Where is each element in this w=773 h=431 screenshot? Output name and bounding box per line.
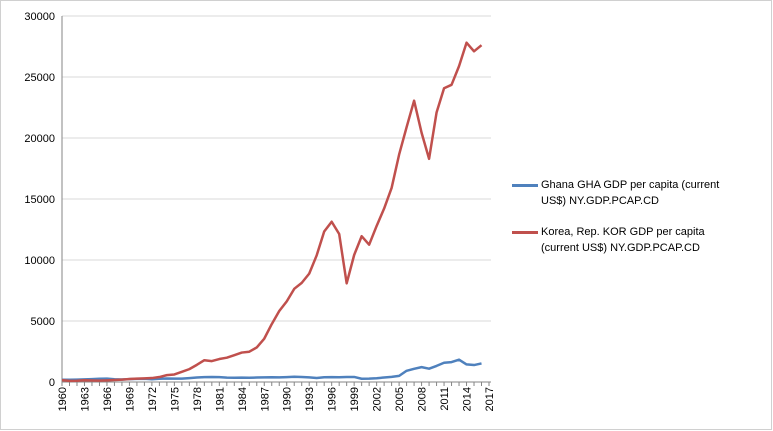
legend-label: Ghana GHA GDP per capita (current US$) N… bbox=[541, 179, 720, 207]
legend-item: Ghana GHA GDP per capita (current US$) N… bbox=[512, 177, 742, 209]
y-tick-label: 20000 bbox=[24, 133, 55, 145]
x-tick-label: 1984 bbox=[237, 387, 249, 411]
x-tick-label: 1969 bbox=[124, 387, 136, 411]
x-tick-label: 1966 bbox=[102, 387, 114, 411]
legend-label: Korea, Rep. KOR GDP per capita (current … bbox=[541, 226, 705, 254]
y-tick-label: 30000 bbox=[24, 11, 55, 23]
x-tick-label: 1963 bbox=[79, 387, 91, 411]
x-tick-label: 1999 bbox=[349, 387, 361, 411]
x-tick-label: 2017 bbox=[484, 387, 496, 411]
x-tick-label: 1978 bbox=[192, 387, 204, 411]
x-tick-label: 1990 bbox=[282, 387, 294, 411]
x-tick-label: 1996 bbox=[327, 387, 339, 411]
x-tick-label: 2011 bbox=[439, 387, 451, 411]
x-tick-label: 1993 bbox=[304, 387, 316, 411]
x-tick-label: 2014 bbox=[462, 387, 474, 411]
y-tick-label: 0 bbox=[49, 377, 55, 389]
legend-swatch bbox=[512, 184, 538, 187]
x-tick-label: 1981 bbox=[214, 387, 226, 411]
x-tick-label: 2002 bbox=[372, 387, 384, 411]
y-tick-label: 15000 bbox=[24, 194, 55, 206]
series-line bbox=[61, 41, 483, 383]
legend-item: Korea, Rep. KOR GDP per capita (current … bbox=[512, 224, 742, 256]
legend-swatch bbox=[512, 231, 538, 234]
y-tick-label: 25000 bbox=[24, 72, 55, 84]
y-tick-label: 5000 bbox=[31, 316, 55, 328]
x-tick-label: 2008 bbox=[417, 387, 429, 411]
x-tick-label: 1972 bbox=[147, 387, 159, 411]
x-tick-label: 1987 bbox=[259, 387, 271, 411]
x-tick-label: 2005 bbox=[394, 387, 406, 411]
x-tick-label: 1960 bbox=[57, 387, 69, 411]
y-tick-label: 10000 bbox=[24, 255, 55, 267]
x-tick-label: 1975 bbox=[169, 387, 181, 411]
